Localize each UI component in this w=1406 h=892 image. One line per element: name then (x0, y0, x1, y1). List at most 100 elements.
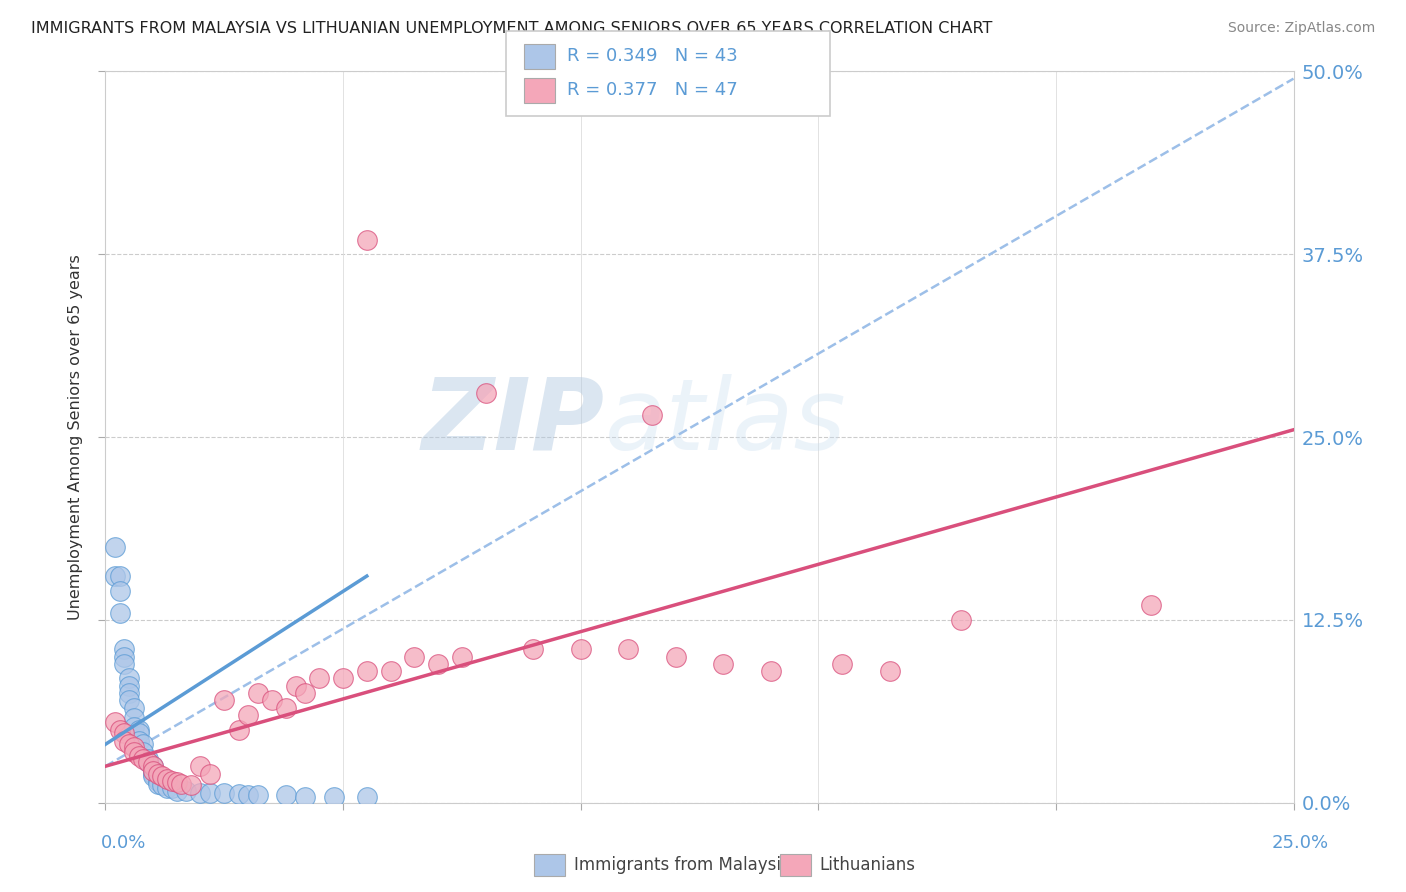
Point (450, 649, 472, 664)
Point (617, 642, 640, 657)
Point (228, 723, 250, 737)
Point (122, 745, 145, 759)
Text: R = 0.377   N = 47: R = 0.377 N = 47 (567, 81, 737, 99)
Point (274, 700, 297, 714)
Point (104, 569, 127, 583)
Point (274, 789, 297, 803)
Point (190, 759, 212, 773)
Point (427, 657, 450, 671)
Point (166, 775, 188, 789)
Point (128, 723, 150, 737)
Point (122, 740, 145, 755)
Text: ZIP: ZIP (422, 374, 605, 471)
Point (166, 784, 188, 798)
Point (236, 789, 259, 803)
Point (122, 700, 145, 714)
Point (156, 781, 179, 796)
Point (118, 737, 141, 751)
Y-axis label: Unemployment Among Seniors over 65 years: Unemployment Among Seniors over 65 years (67, 254, 83, 620)
Point (108, 569, 131, 583)
Point (136, 755, 159, 769)
Point (879, 664, 901, 678)
Point (132, 737, 155, 751)
Point (108, 723, 131, 737)
Point (128, 734, 150, 748)
Point (156, 772, 179, 787)
Point (228, 787, 250, 801)
Point (356, 233, 378, 247)
Point (128, 749, 150, 764)
Point (118, 686, 141, 700)
Point (104, 715, 127, 730)
Point (132, 745, 155, 759)
Point (831, 657, 853, 671)
Point (104, 540, 127, 554)
Point (759, 664, 782, 678)
Point (136, 755, 159, 769)
Point (142, 759, 165, 773)
Point (949, 613, 972, 627)
Point (641, 408, 664, 422)
Point (114, 657, 136, 671)
Point (332, 672, 354, 686)
Point (380, 664, 402, 678)
Point (136, 752, 159, 766)
Point (284, 679, 307, 693)
Point (160, 781, 183, 796)
Point (128, 725, 150, 739)
Point (236, 708, 259, 723)
Point (356, 789, 378, 804)
Point (569, 642, 592, 657)
Text: 0.0%: 0.0% (101, 834, 146, 852)
Point (114, 649, 136, 664)
Point (665, 649, 688, 664)
Point (146, 766, 169, 780)
Point (146, 773, 169, 788)
Point (190, 786, 212, 800)
Point (142, 759, 165, 773)
Point (122, 720, 145, 734)
Text: 25.0%: 25.0% (1271, 834, 1329, 852)
Point (1140, 599, 1163, 613)
Point (474, 386, 496, 401)
Point (118, 672, 141, 686)
Point (118, 693, 141, 707)
Point (142, 766, 165, 780)
Point (214, 693, 236, 707)
Point (246, 686, 269, 700)
Text: IMMIGRANTS FROM MALAYSIA VS LITHUANIAN UNEMPLOYMENT AMONG SENIORS OVER 65 YEARS : IMMIGRANTS FROM MALAYSIA VS LITHUANIAN U… (31, 21, 993, 37)
Point (322, 789, 344, 804)
Point (114, 734, 136, 748)
Point (118, 679, 141, 693)
Point (246, 789, 269, 803)
Point (132, 752, 155, 766)
Point (198, 786, 221, 800)
Point (214, 786, 236, 800)
Point (522, 642, 544, 657)
Text: atlas: atlas (605, 374, 846, 471)
Point (180, 778, 202, 792)
Point (174, 784, 197, 798)
Point (142, 764, 165, 778)
Point (146, 777, 169, 791)
Point (108, 606, 131, 620)
Text: R = 0.349   N = 43: R = 0.349 N = 43 (567, 47, 737, 65)
Point (152, 778, 174, 792)
Point (152, 769, 174, 783)
Point (404, 649, 426, 664)
Text: Source: ZipAtlas.com: Source: ZipAtlas.com (1227, 21, 1375, 36)
Point (294, 789, 316, 804)
Point (108, 583, 131, 598)
Point (294, 686, 316, 700)
Point (198, 766, 221, 780)
Point (170, 777, 193, 791)
Point (122, 711, 145, 725)
Point (160, 773, 183, 788)
Point (356, 664, 378, 678)
Point (711, 657, 734, 671)
Point (142, 769, 165, 783)
Text: Lithuanians: Lithuanians (820, 856, 915, 874)
Point (114, 642, 136, 657)
Point (114, 725, 136, 739)
Point (142, 764, 165, 778)
